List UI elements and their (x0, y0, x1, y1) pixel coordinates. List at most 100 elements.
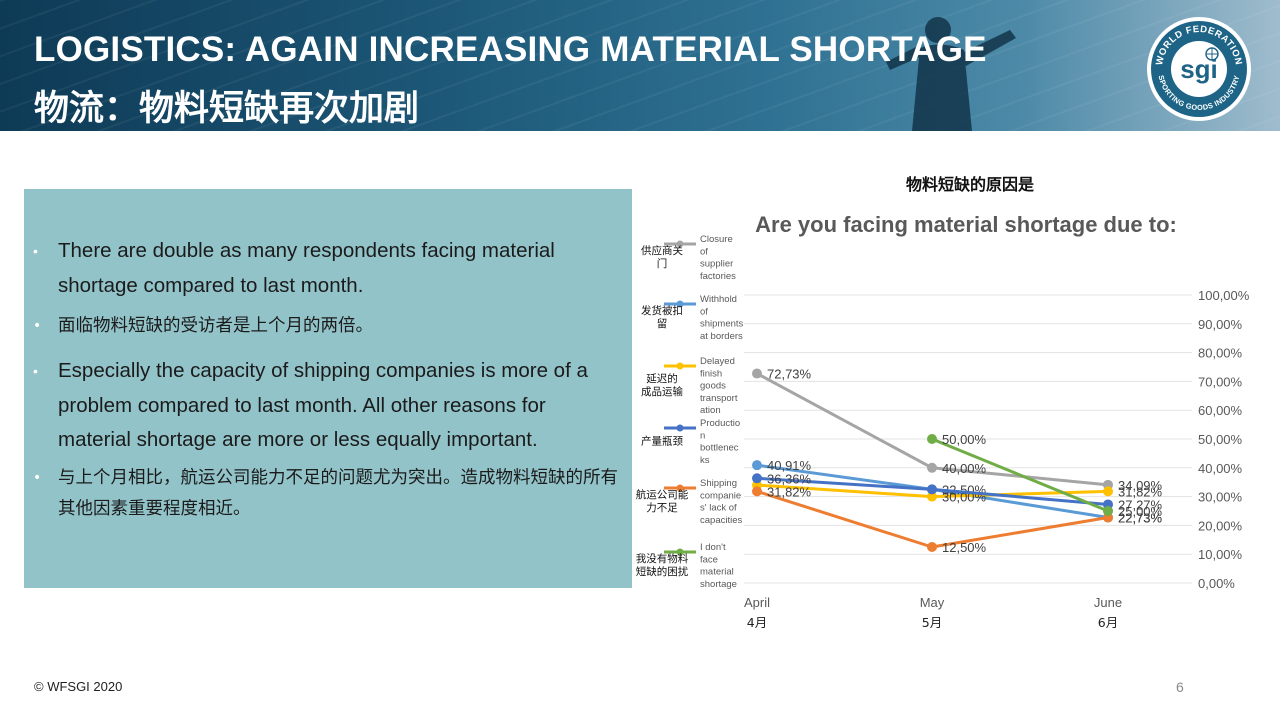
summary-textbox: • There are double as many respondents f… (24, 189, 632, 588)
bullet-dot-icon: • (33, 318, 42, 334)
legend-label: ation (700, 405, 721, 416)
y-tick-label: 0,00% (1198, 576, 1235, 591)
data-point (752, 486, 762, 497)
data-point (927, 542, 937, 552)
legend-label-cn: 我没有物料 (636, 552, 689, 565)
legend-label-cn: 短缺的困扰 (636, 565, 689, 578)
legend-label: face (700, 554, 718, 565)
track-stripes (0, 0, 1280, 131)
legend-label-cn: 航运公司能 (636, 488, 689, 501)
y-tick-label: 70,00% (1198, 374, 1243, 389)
legend-label-cn: 留 (657, 317, 668, 330)
legend-label: Shipping (700, 478, 737, 489)
legend-label: bottlenec (700, 443, 739, 454)
data-point (927, 491, 937, 502)
data-point (927, 434, 937, 444)
legend-marker (676, 362, 684, 370)
y-tick-label: 60,00% (1198, 403, 1243, 418)
data-label: 72,73% (767, 367, 812, 382)
legend-marker (676, 240, 684, 248)
y-tick-label: 100,00% (1198, 288, 1250, 303)
legend-label: supplier (700, 259, 733, 270)
legend-marker (676, 548, 684, 556)
data-label: 31,82% (767, 484, 812, 499)
data-label: 40,91% (767, 458, 812, 473)
bullet-dot-icon: • (33, 243, 38, 259)
data-point (1103, 486, 1113, 497)
y-tick-label: 30,00% (1198, 490, 1243, 505)
legend-label: shipments (700, 319, 744, 330)
footer-copyright: © WFSGI 2020 (34, 679, 123, 694)
y-tick-label: 10,00% (1198, 547, 1243, 562)
legend-label: Closure (700, 234, 733, 245)
legend-label: Delayed (700, 356, 735, 367)
bullet-cn-1: • 面临物料短缺的受访者是上个月的两倍。 (33, 311, 618, 342)
legend-label: material (700, 567, 734, 578)
bullet-dot-icon: • (33, 363, 38, 379)
x-tick-label: April (744, 595, 770, 610)
legend-label-cn: 成品运输 (641, 385, 683, 398)
bullet-cn-2: • 与上个月相比，航运公司能力不足的问题尤为突出。造成物料短缺的所有其他因素重要… (33, 463, 618, 525)
data-label: 40,00% (942, 461, 987, 476)
y-tick-label: 20,00% (1198, 518, 1243, 533)
legend-label: ks (700, 455, 710, 466)
bullet-text: Especially the capacity of shipping comp… (58, 359, 588, 451)
legend-label-cn: 供应商关 (641, 244, 683, 257)
page-number: 6 (1176, 679, 1184, 695)
data-point (752, 460, 762, 471)
data-label: 22,73% (1118, 511, 1163, 526)
slide-title-en: LOGISTICS: AGAIN INCREASING MATERIAL SHO… (34, 30, 987, 69)
data-label: 27,27% (1118, 497, 1163, 512)
legend-label-cn: 延迟的 (646, 372, 678, 385)
legend-label: at borders (700, 331, 743, 342)
x-tick-label-cn: 4月 (747, 615, 767, 630)
legend-label-cn: 力不足 (646, 501, 678, 514)
chart-title-cn: 物料短缺的原因是 (906, 175, 1034, 194)
x-tick-label: June (1094, 595, 1122, 610)
legend-marker (676, 484, 684, 492)
legend-label-cn: 门 (657, 257, 668, 270)
data-label: 36,36% (767, 471, 812, 486)
x-tick-label: May (920, 595, 945, 610)
wfsgi-logo-icon: WORLD FEDERATION SPORTING GOODS INDUSTRY… (1147, 17, 1251, 121)
legend-marker (676, 300, 684, 308)
y-tick-label: 50,00% (1198, 432, 1243, 447)
data-label: 31,82% (1118, 484, 1163, 499)
data-label: 12,50% (942, 540, 987, 555)
legend-label: goods (700, 381, 726, 392)
material-shortage-chart: 物料短缺的原因是 Are you facing material shortage… (636, 175, 1250, 630)
bullet-dot-icon: • (33, 470, 42, 486)
slide-title-cn: 物流：物料短缺再次加剧 (34, 89, 420, 129)
series-line (931, 437, 1109, 513)
runner-silhouette-icon (886, 17, 1016, 131)
legend-label: finish (700, 368, 722, 379)
legend-label: n (700, 430, 705, 441)
legend-label-cn: 发货被扣 (641, 304, 683, 317)
legend-label: Withhold (700, 294, 737, 305)
y-tick-label: 40,00% (1198, 461, 1243, 476)
legend-label: transport (700, 393, 738, 404)
y-tick-label: 90,00% (1198, 317, 1243, 332)
legend-label: Productio (700, 418, 740, 429)
legend-label: s' lack of (700, 503, 737, 514)
legend-label: shortage (700, 579, 737, 590)
data-point (927, 484, 937, 495)
x-tick-label-cn: 6月 (1098, 615, 1118, 630)
chart-title: Are you facing material shortage due to: (755, 212, 1177, 237)
data-point (1103, 506, 1113, 516)
bullet-text: There are double as many respondents fac… (58, 239, 555, 297)
data-point (752, 473, 762, 484)
legend-label: companie (700, 490, 741, 501)
bullet-text: 与上个月相比，航运公司能力不足的问题尤为突出。造成物料短缺的所有其他因素重要程度… (58, 468, 618, 519)
legend-label: of (700, 306, 708, 317)
data-point (752, 368, 762, 379)
data-label: 25,00% (1118, 504, 1163, 519)
bullet-text: 面临物料短缺的受访者是上个月的两倍。 (58, 316, 373, 336)
y-tick-label: 80,00% (1198, 346, 1243, 361)
bullet-en-2: • Especially the capacity of shipping co… (33, 354, 618, 458)
data-label: 34,09% (1118, 478, 1163, 493)
data-label: 22,73% (1118, 511, 1163, 526)
x-tick-label-cn: 5月 (922, 615, 942, 630)
bullet-en-1: • There are double as many respondents f… (33, 234, 618, 303)
data-label: 50,00% (942, 432, 987, 447)
